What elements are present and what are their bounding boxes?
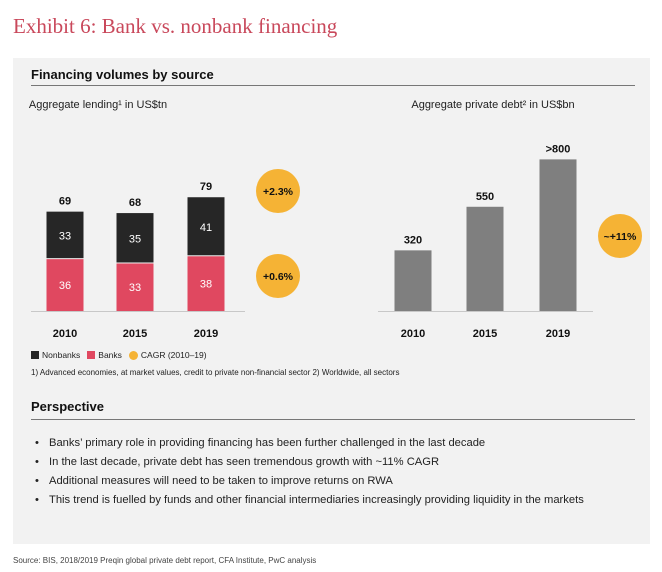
cagr-label-banks: +0.6% <box>263 271 294 283</box>
bar-banks <box>187 256 225 311</box>
perspective-bullet-list: • Banks’ primary role in providing financ… <box>35 434 641 510</box>
section-title-perspective: Perspective <box>31 399 104 414</box>
exhibit-panel: Financing volumes by source Aggregate le… <box>13 58 650 544</box>
chart-title-private-debt: Aggregate private debt² in US$bn <box>411 99 574 111</box>
cagr-circle-banks <box>256 254 300 298</box>
bullet-marker: • <box>35 437 39 449</box>
bar-banks <box>116 263 154 311</box>
bar-private-debt <box>539 159 577 311</box>
data-label-nonbanks: 33 <box>59 230 71 242</box>
data-label-private-debt: >800 <box>546 143 571 155</box>
x-tick-label: 2010 <box>401 328 425 340</box>
cagr-circle-private-debt <box>598 214 642 258</box>
data-label-banks: 33 <box>129 282 141 294</box>
total-label: 68 <box>129 197 141 209</box>
legend-label-cagr: CAGR (2010–19) <box>140 350 207 360</box>
data-label-banks: 38 <box>200 279 212 291</box>
bullet-item: • Banks’ primary role in providing financ… <box>35 434 641 453</box>
chart-footnote: 1) Advanced economies, at market values,… <box>31 368 400 377</box>
cagr-label-private-debt: ~+11% <box>604 231 637 243</box>
x-tick-label: 2019 <box>546 328 570 340</box>
bullet-marker: • <box>35 475 39 487</box>
legend-item-nonbanks: Nonbanks <box>31 350 80 360</box>
data-label-nonbanks: 41 <box>200 222 212 234</box>
data-label-private-debt: 550 <box>476 191 494 203</box>
bar-private-debt <box>466 206 504 311</box>
chart-legend: Nonbanks Banks CAGR (2010–19) <box>31 350 214 360</box>
bullet-text: This trend is fuelled by funds and other… <box>49 494 584 506</box>
charts-area: Aggregate lending¹ in US$tn 36 33 69 2010 33 3… <box>29 99 642 340</box>
data-label-banks: 36 <box>59 280 71 292</box>
bar-nonbanks <box>116 213 154 263</box>
x-tick-label: 2015 <box>123 328 147 340</box>
cagr-label-nonbanks: +2.3% <box>263 186 294 198</box>
chart-title-lending: Aggregate lending¹ in US$tn <box>29 99 167 111</box>
bullet-text: Banks’ primary role in providing financi… <box>49 437 486 449</box>
legend-item-cagr: CAGR (2010–19) <box>128 350 207 360</box>
bar-banks <box>46 259 84 311</box>
legend-swatch-banks <box>87 351 96 359</box>
legend-label-banks: Banks <box>98 350 122 360</box>
bullet-text: Additional measures will need to be take… <box>49 475 393 487</box>
section-divider <box>31 419 635 420</box>
legend-label-nonbanks: Nonbanks <box>42 350 81 360</box>
x-tick-label: 2019 <box>194 328 218 340</box>
total-label: 79 <box>200 181 212 193</box>
source-note: Source: BIS, 2018/2019 Preqin global pri… <box>13 556 317 565</box>
bullet-item: • In the last decade, private debt has se… <box>35 453 641 472</box>
data-label-private-debt: 320 <box>404 234 422 246</box>
legend-item-banks: Banks <box>87 350 122 360</box>
section-divider <box>31 85 635 86</box>
bullet-item: • Additional measures will need to be tak… <box>35 472 641 491</box>
bar-nonbanks <box>46 211 84 259</box>
bullet-marker: • <box>35 494 39 506</box>
legend-swatch-nonbanks <box>31 351 39 359</box>
x-tick-label: 2010 <box>53 328 77 340</box>
data-label-nonbanks: 35 <box>129 233 141 245</box>
bullet-text: In the last decade, private debt has see… <box>49 456 440 468</box>
exhibit-title: Exhibit 6: Bank vs. nonbank financing <box>13 14 338 38</box>
bar-private-debt <box>394 250 432 311</box>
bullet-item: • This trend is fuelled by funds and othe… <box>35 491 641 510</box>
cagr-circle-nonbanks <box>256 169 300 213</box>
x-tick-label: 2015 <box>473 328 497 340</box>
bar-nonbanks <box>187 197 225 256</box>
total-label: 69 <box>59 196 71 208</box>
legend-dot-cagr <box>128 350 138 360</box>
bullet-marker: • <box>35 456 39 468</box>
section-title-financing-volumes: Financing volumes by source <box>31 67 214 82</box>
